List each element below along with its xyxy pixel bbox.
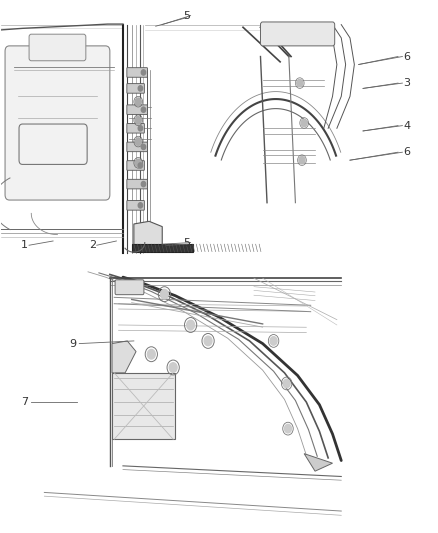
Circle shape [138,86,143,91]
Circle shape [297,79,303,87]
FancyBboxPatch shape [127,84,145,93]
FancyBboxPatch shape [127,105,148,115]
Circle shape [141,144,146,150]
Polygon shape [304,454,332,471]
Text: 4: 4 [403,120,410,131]
Circle shape [138,163,143,168]
FancyBboxPatch shape [127,124,145,133]
Circle shape [283,379,290,387]
FancyBboxPatch shape [127,179,148,189]
Text: 7: 7 [21,397,28,407]
Polygon shape [112,341,136,373]
Circle shape [187,320,194,330]
FancyBboxPatch shape [261,22,335,46]
Polygon shape [112,373,175,439]
Text: 6: 6 [403,52,410,61]
Circle shape [148,350,155,359]
Circle shape [141,181,146,187]
Circle shape [138,126,143,131]
Circle shape [135,159,141,166]
Text: 1: 1 [21,240,28,250]
Text: 5: 5 [183,11,190,21]
Circle shape [270,337,277,345]
Circle shape [285,424,291,433]
Circle shape [135,117,141,124]
FancyBboxPatch shape [29,34,86,61]
Text: 3: 3 [403,78,410,88]
Circle shape [160,289,168,299]
Circle shape [301,119,307,127]
FancyBboxPatch shape [127,161,145,170]
FancyBboxPatch shape [127,68,148,77]
Circle shape [141,70,146,75]
FancyBboxPatch shape [115,280,144,295]
Circle shape [135,98,141,106]
Circle shape [169,363,177,372]
Text: 9: 9 [69,338,76,349]
Circle shape [138,203,143,208]
Circle shape [299,157,305,164]
Polygon shape [132,244,193,252]
Polygon shape [134,221,162,248]
Text: 6: 6 [403,147,410,157]
Circle shape [204,336,212,346]
Text: 5: 5 [183,238,190,247]
FancyBboxPatch shape [5,46,110,200]
Circle shape [141,107,146,112]
Text: 2: 2 [89,240,96,250]
FancyBboxPatch shape [127,200,145,210]
FancyBboxPatch shape [127,142,148,152]
Circle shape [135,138,141,146]
